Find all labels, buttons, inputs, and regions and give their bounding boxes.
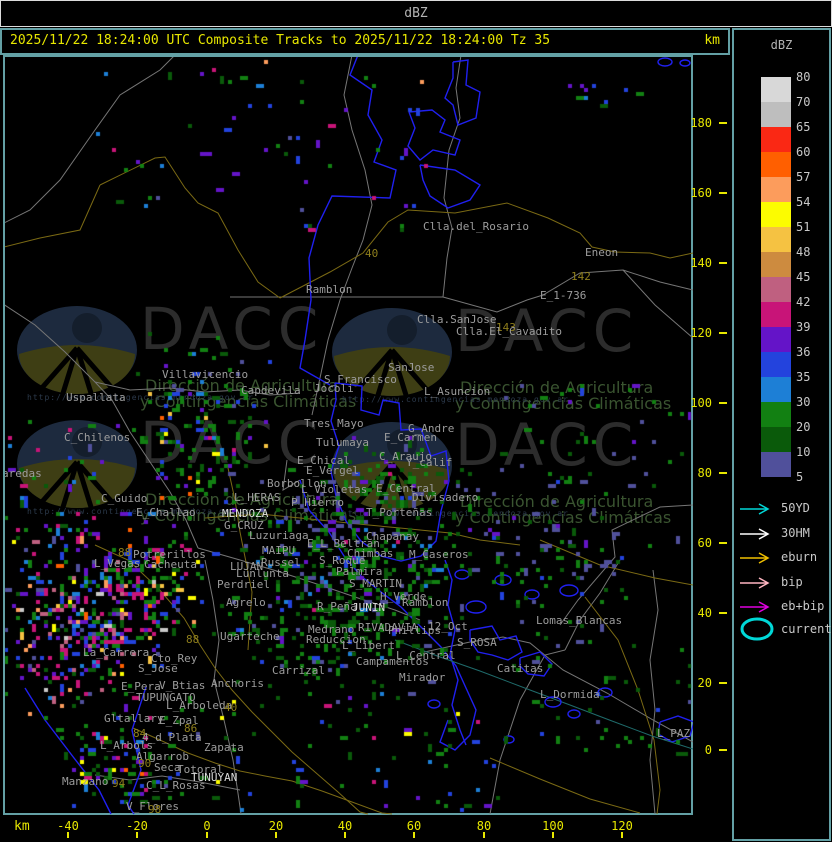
x-axis-tick	[621, 832, 623, 838]
y-axis-tick	[719, 192, 727, 194]
y-axis-tick	[719, 542, 727, 544]
x-axis-label: 120	[611, 819, 633, 833]
scale-swatch	[761, 427, 791, 452]
legend-label: eburn	[781, 550, 818, 564]
scale-swatch	[761, 177, 791, 202]
x-axis-label: 20	[268, 819, 284, 833]
legend-label: 50YD	[781, 501, 810, 515]
30HM-symbol-icon	[738, 526, 776, 545]
y-axis-label: 80	[697, 466, 712, 480]
x-axis-label: -40	[57, 819, 79, 833]
x-axis-label: -20	[126, 819, 148, 833]
y-axis-tick	[719, 472, 727, 474]
km-unit-label-bottom: km	[14, 819, 30, 834]
scale-swatch	[761, 302, 791, 327]
scale-label: 48	[796, 245, 811, 259]
scale-swatch	[761, 252, 791, 277]
eb+bip-symbol-icon	[738, 599, 776, 618]
scale-label: 20	[796, 420, 811, 434]
scale-label: 57	[796, 170, 811, 184]
y-axis-label: 180	[690, 116, 712, 130]
x-axis-label: 100	[542, 819, 564, 833]
scale-label: 39	[796, 320, 811, 334]
scale-end-label: 5	[796, 470, 804, 484]
scale-swatch	[761, 402, 791, 427]
km-unit-label-right: km	[704, 33, 720, 48]
y-axis-label: 140	[690, 256, 712, 270]
window-title: dBZ	[404, 6, 428, 21]
scale-label: 65	[796, 120, 811, 134]
current-symbol-icon	[738, 616, 778, 646]
x-axis-tick	[136, 832, 138, 838]
legend-label: 30HM	[781, 526, 810, 540]
x-axis-label: 0	[203, 819, 211, 833]
scale-label: 36	[796, 345, 811, 359]
x-axis-label: 40	[337, 819, 353, 833]
eburn-symbol-icon	[738, 550, 776, 569]
scale-label: 30	[796, 395, 811, 409]
y-axis-tick	[719, 682, 727, 684]
scale-swatch	[761, 352, 791, 377]
x-axis-tick	[413, 832, 415, 838]
legend-label: bip	[781, 575, 803, 589]
y-axis-tick	[719, 612, 727, 614]
scale-label: 42	[796, 295, 811, 309]
scale-label: 51	[796, 220, 811, 234]
scale-label: 45	[796, 270, 811, 284]
scale-label: 10	[796, 445, 811, 459]
scale-swatch	[761, 77, 791, 102]
y-axis-label: 120	[690, 326, 712, 340]
legend-label: eb+bip	[781, 599, 825, 613]
y-axis-label: 20	[697, 676, 712, 690]
x-axis-tick	[67, 832, 69, 838]
scale-swatch	[761, 277, 791, 302]
y-axis-tick	[719, 332, 727, 334]
scale-label: 54	[796, 195, 811, 209]
y-axis-label: 0	[704, 743, 712, 757]
legend-sidebar: dBZ 80 70 65 60 57 54 51 48 45 42 39 36 35 30 20 10 5 50…	[732, 28, 832, 841]
x-axis-label: 80	[476, 819, 492, 833]
radar-map-frame	[3, 55, 693, 815]
scale-swatch	[761, 102, 791, 127]
y-axis-tick	[719, 749, 727, 751]
x-axis-tick	[483, 832, 485, 838]
header-bar: 2025/11/22 18:24:00 UTC Composite Tracks…	[0, 28, 730, 55]
y-axis-tick	[719, 122, 727, 124]
timestamp-text: 2025/11/22 18:24:00 UTC Composite Tracks…	[10, 33, 551, 48]
scale-swatch	[761, 202, 791, 227]
scale-swatch	[761, 127, 791, 152]
window-title-bar: dBZ	[0, 0, 832, 27]
scale-title: dBZ	[770, 38, 793, 52]
scale-swatch	[761, 227, 791, 252]
x-axis-tick	[552, 832, 554, 838]
scale-label: 60	[796, 145, 811, 159]
scale-label: 80	[796, 70, 811, 84]
y-axis-label: 60	[697, 536, 712, 550]
x-axis-tick	[206, 832, 208, 838]
x-axis-tick	[275, 832, 277, 838]
x-axis-label: 60	[406, 819, 422, 833]
bip-symbol-icon	[738, 575, 776, 594]
scale-swatch	[761, 452, 791, 477]
y-axis-label: 160	[690, 186, 712, 200]
y-axis-label: 40	[697, 606, 712, 620]
scale-swatch	[761, 152, 791, 177]
y-axis-label: 100	[690, 396, 712, 410]
legend-label: current	[781, 622, 832, 636]
y-axis-tick	[719, 262, 727, 264]
scale-swatch	[761, 327, 791, 352]
scale-label: 35	[796, 370, 811, 384]
50YD-symbol-icon	[738, 501, 776, 520]
scale-label: 70	[796, 95, 811, 109]
scale-swatch	[761, 377, 791, 402]
x-axis-tick	[344, 832, 346, 838]
y-axis-tick	[719, 402, 727, 404]
